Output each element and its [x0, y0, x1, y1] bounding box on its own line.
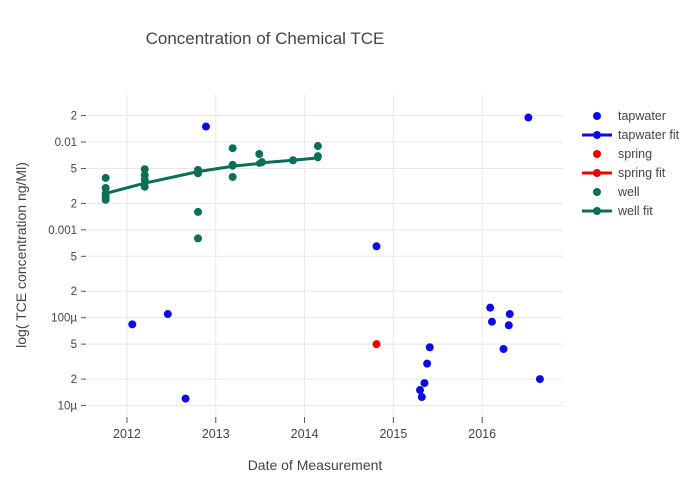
x-tick-label: 2013 — [202, 427, 230, 441]
y-tick-label: 2 — [71, 198, 77, 210]
legend-item-tapwater[interactable]: tapwater — [581, 106, 679, 125]
fit-line-well-fit[interactable] — [105, 156, 319, 195]
data-point-tapwater[interactable] — [372, 242, 381, 251]
legend-item-label: spring fit — [618, 165, 666, 180]
data-point-tapwater[interactable] — [202, 122, 210, 131]
data-point-well[interactable] — [313, 142, 322, 151]
y-tick-label: 0.01 — [55, 137, 77, 149]
data-point-tapwater[interactable] — [524, 113, 533, 122]
data-point-tapwater[interactable] — [163, 310, 172, 319]
data-point-well-fit[interactable] — [141, 179, 149, 187]
legend-marker-icon — [593, 111, 601, 120]
data-point-tapwater[interactable] — [423, 359, 432, 368]
data-point-tapwater[interactable] — [487, 317, 496, 326]
data-point-well[interactable] — [228, 172, 237, 181]
data-point-tapwater[interactable] — [504, 321, 513, 330]
legend-marker-icon — [593, 149, 601, 158]
y-tick-label: 100µ — [51, 313, 77, 325]
legend-item-label: well — [618, 184, 640, 199]
data-point-spring-fit[interactable] — [373, 340, 381, 348]
x-tick-label: 2014 — [291, 427, 319, 441]
legend-line-icon — [582, 130, 612, 139]
legend-line-icon — [582, 206, 612, 215]
y-tick-label: 5 — [71, 251, 77, 263]
y-tick-label: 2 — [71, 374, 77, 386]
x-tick-label: 2016 — [468, 427, 496, 441]
y-tick-label: 2 — [71, 286, 77, 298]
data-point-well-fit[interactable] — [289, 156, 297, 164]
data-point-well-fit[interactable] — [229, 162, 237, 170]
legend-item-tapwater-fit[interactable]: tapwater fit — [581, 125, 679, 144]
legend-item-label: spring — [618, 146, 653, 161]
data-point-well[interactable] — [194, 207, 203, 216]
data-point-well[interactable] — [228, 144, 237, 153]
data-point-tapwater[interactable] — [417, 393, 426, 402]
y-tick-label: 10µ — [58, 401, 78, 413]
data-point-tapwater[interactable] — [499, 345, 508, 354]
legend-item-well[interactable]: well — [581, 182, 679, 201]
data-point-well[interactable] — [255, 150, 264, 159]
legend-item-well-fit[interactable]: well fit — [581, 201, 679, 220]
x-axis-title: Date of Measurement — [247, 457, 383, 473]
chart-title: Concentration of Chemical TCE — [145, 29, 385, 48]
data-point-tapwater[interactable] — [181, 394, 190, 403]
legend-line-icon — [582, 168, 612, 177]
y-tick-label: 2 — [71, 111, 77, 123]
data-point-tapwater[interactable] — [128, 320, 137, 329]
legend-item-label: tapwater — [618, 108, 666, 123]
data-point-well-fit[interactable] — [258, 159, 266, 167]
legend-item-spring[interactable]: spring — [581, 144, 679, 163]
data-point-well-fit[interactable] — [314, 154, 322, 162]
data-point-well[interactable] — [101, 195, 110, 204]
y-tick-label: 5 — [71, 163, 77, 175]
legend-item-label: tapwater fit — [618, 127, 680, 142]
legend: tapwater tapwater fit spring spring fit well… — [581, 106, 679, 220]
data-point-tapwater[interactable] — [535, 375, 544, 384]
data-point-well-fit[interactable] — [194, 168, 202, 176]
legend-item-label: well fit — [618, 203, 653, 218]
legend-marker-icon — [593, 187, 601, 196]
data-point-tapwater[interactable] — [420, 379, 429, 388]
data-point-tapwater[interactable] — [425, 343, 434, 352]
data-point-well[interactable] — [194, 234, 203, 243]
x-tick-label: 2015 — [379, 427, 407, 441]
y-tick-label: 0.001 — [48, 225, 77, 237]
data-point-well[interactable] — [140, 165, 149, 174]
legend-item-spring-fit[interactable]: spring fit — [581, 163, 679, 182]
x-tick-label: 2012 — [113, 427, 141, 441]
data-point-well-fit[interactable] — [102, 189, 110, 197]
data-point-tapwater[interactable] — [505, 310, 514, 319]
data-point-tapwater[interactable] — [416, 386, 425, 395]
data-point-tapwater[interactable] — [486, 303, 495, 312]
y-tick-label: 5 — [71, 339, 77, 351]
data-point-well[interactable] — [101, 173, 110, 182]
